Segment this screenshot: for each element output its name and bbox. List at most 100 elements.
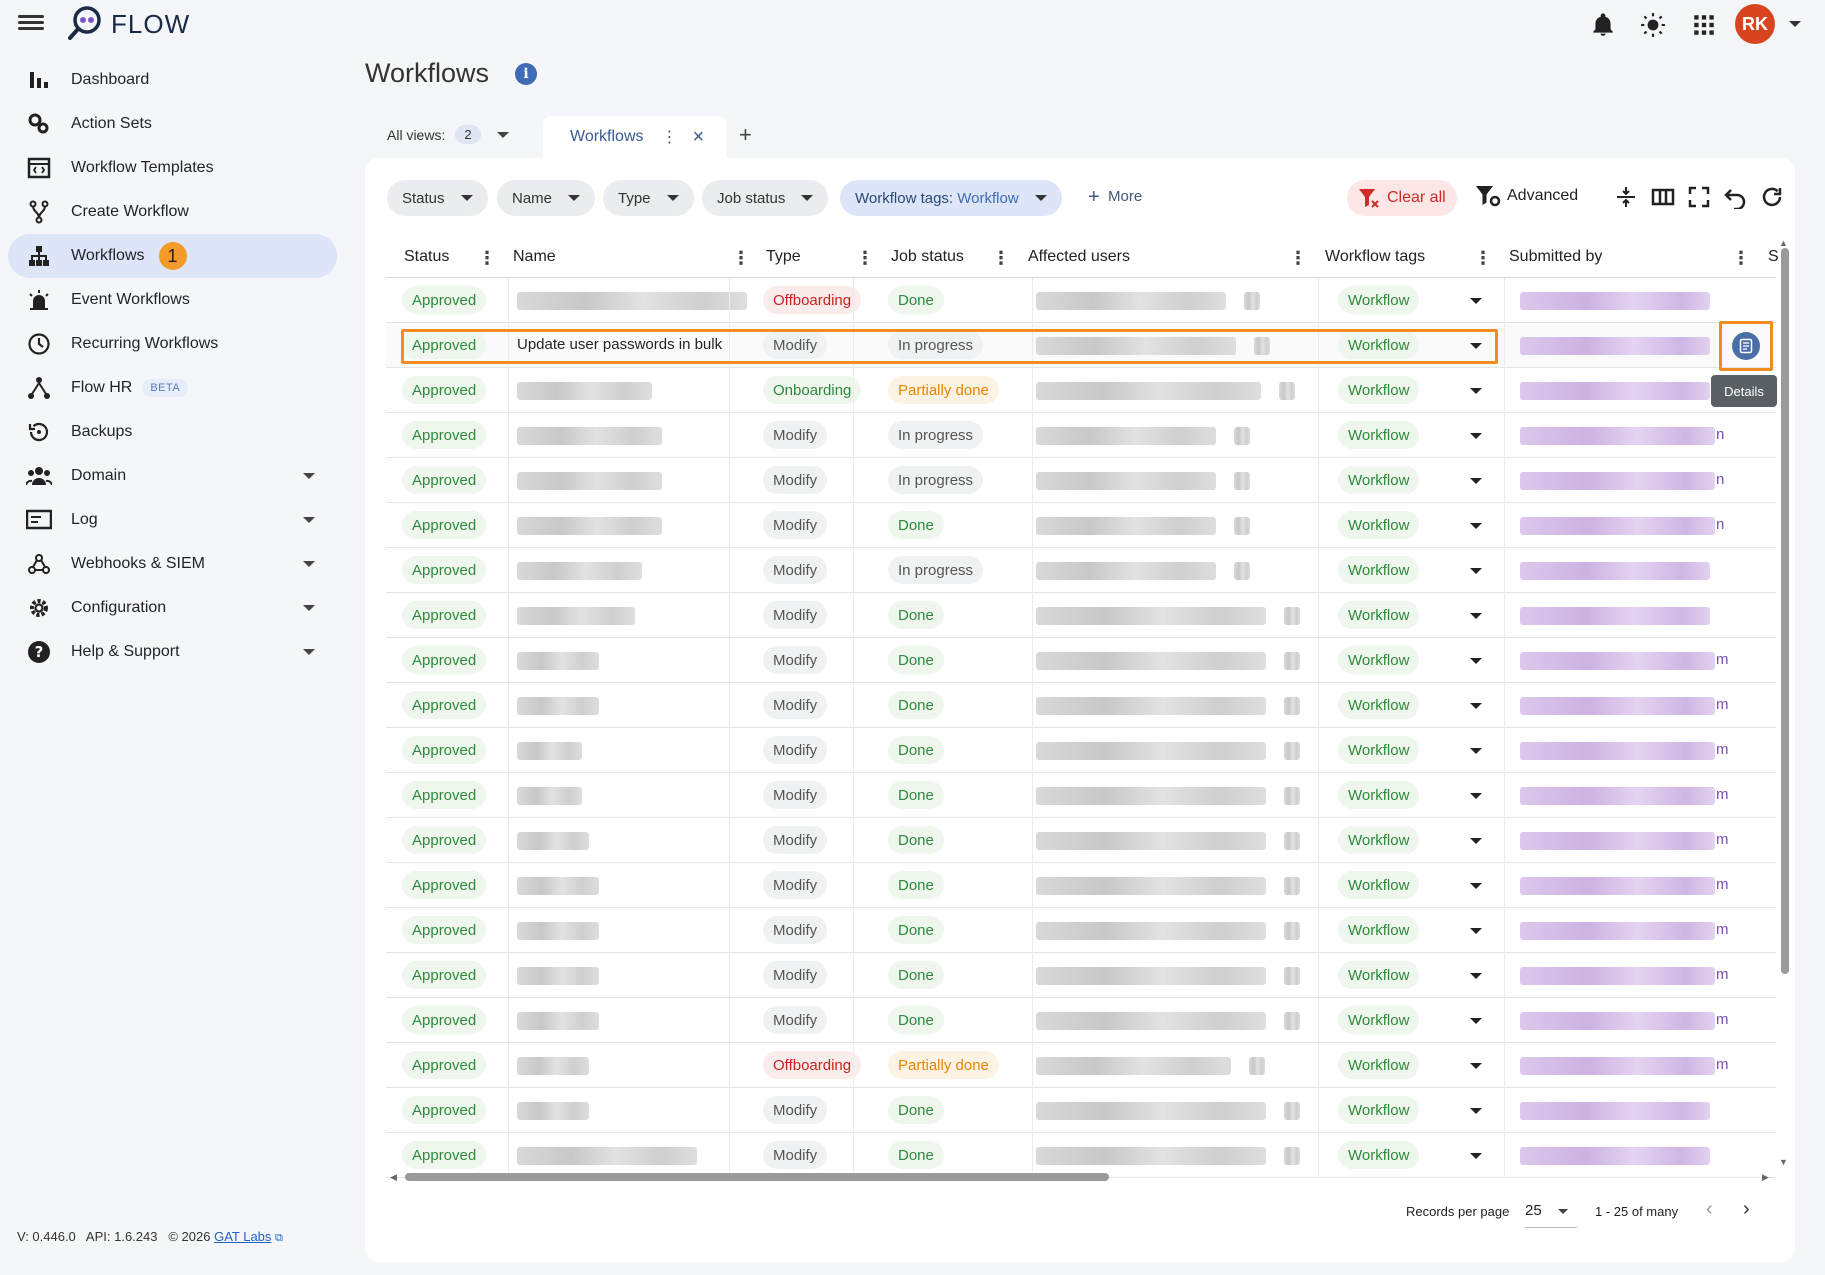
refresh-icon[interactable] [1760, 185, 1784, 209]
brightness-icon[interactable] [1640, 12, 1666, 38]
records-per-page-select[interactable]: 25 [1525, 1202, 1577, 1228]
filter-name[interactable]: Name [497, 180, 596, 216]
tag-dropdown-chevron-down-icon[interactable] [1470, 343, 1482, 349]
tag-dropdown-chevron-down-icon[interactable] [1470, 1153, 1482, 1159]
table-row[interactable]: Approved Offboarding Done Workflow [386, 278, 1776, 323]
next-page-icon[interactable]: › [1743, 1198, 1750, 1220]
menu-icon[interactable] [18, 12, 44, 34]
chevron-down-icon[interactable] [303, 649, 315, 655]
scroll-down-icon[interactable]: ▼ [1779, 1157, 1788, 1167]
tag-dropdown-chevron-down-icon[interactable] [1470, 523, 1482, 529]
bell-icon[interactable] [1590, 12, 1616, 38]
gat-labs-link[interactable]: GAT Labs [214, 1229, 272, 1244]
columns-icon[interactable] [1651, 185, 1675, 209]
sidebar-item-help-support[interactable]: ? Help & Support [8, 630, 337, 674]
column-menu-icon[interactable]: ⋮ [732, 248, 750, 268]
column-menu-icon[interactable]: ⋮ [478, 248, 496, 268]
tag-dropdown-chevron-down-icon[interactable] [1470, 613, 1482, 619]
sidebar-item-flow-hr[interactable]: Flow HR BETA [8, 366, 337, 410]
account-chevron-down-icon[interactable] [1789, 21, 1801, 27]
column-workflow-tags[interactable]: Workflow tags [1325, 248, 1426, 265]
apps-grid-icon[interactable] [1691, 12, 1717, 38]
tag-dropdown-chevron-down-icon[interactable] [1470, 928, 1482, 934]
filter-workflow-tags[interactable]: Workflow tags: Workflow [840, 180, 1062, 216]
tag-dropdown-chevron-down-icon[interactable] [1470, 883, 1482, 889]
table-row[interactable]: Approved Modify Done Workflow m [386, 728, 1776, 773]
sidebar-item-domain[interactable]: Domain [8, 454, 337, 498]
sidebar-item-action-sets[interactable]: Action Sets [8, 102, 337, 146]
column-submitted-by[interactable]: Submitted by [1509, 248, 1603, 265]
table-row[interactable]: Approved Modify In progress Workflow n [386, 413, 1776, 458]
table-row[interactable]: Approved Modify Done Workflow [386, 1088, 1776, 1133]
tag-dropdown-chevron-down-icon[interactable] [1470, 973, 1482, 979]
details-button[interactable] [1732, 332, 1760, 360]
chevron-down-icon[interactable] [303, 561, 315, 567]
sidebar-item-backups[interactable]: Backups [8, 410, 337, 454]
views-chevron-down-icon[interactable] [496, 131, 509, 138]
tag-dropdown-chevron-down-icon[interactable] [1470, 838, 1482, 844]
table-row[interactable]: Approved Modify Done Workflow m [386, 998, 1776, 1043]
chevron-down-icon[interactable] [303, 605, 315, 611]
table-row[interactable]: Approved Modify Done Workflow [386, 593, 1776, 638]
tag-dropdown-chevron-down-icon[interactable] [1470, 388, 1482, 394]
column-status[interactable]: Status [404, 248, 450, 265]
sidebar-item-webhooks-siem[interactable]: Webhooks & SIEM [8, 542, 337, 586]
table-row[interactable]: Approved Modify Done Workflow m [386, 863, 1776, 908]
sidebar-item-log[interactable]: Log [8, 498, 337, 542]
sidebar-item-recurring-workflows[interactable]: Recurring Workflows [8, 322, 337, 366]
chevron-down-icon[interactable] [303, 473, 315, 479]
table-row[interactable]: Approved Modify Done Workflow n [386, 503, 1776, 548]
prev-page-icon[interactable]: ‹ [1706, 1198, 1713, 1220]
table-row[interactable]: Approved Offboarding Partially done Workflo… [386, 1043, 1776, 1088]
external-link-icon[interactable]: ⧉ [275, 1232, 283, 1244]
tag-dropdown-chevron-down-icon[interactable] [1470, 703, 1482, 709]
sidebar-item-event-workflows[interactable]: Event Workflows [8, 278, 337, 322]
info-icon[interactable]: i [515, 63, 537, 85]
column-menu-icon[interactable]: ⋮ [856, 248, 874, 268]
column-type[interactable]: Type [766, 248, 801, 265]
table-row[interactable]: Approved Modify In progress Workflow n [386, 458, 1776, 503]
sidebar-item-dashboard[interactable]: Dashboard [8, 58, 337, 102]
scroll-right-icon[interactable]: ▶ [1762, 1172, 1769, 1182]
filter-status[interactable]: Status [387, 180, 488, 216]
table-row[interactable]: Approved Modify Done Workflow m [386, 683, 1776, 728]
column-name[interactable]: Name [513, 248, 556, 265]
table-row[interactable]: Approved Modify Done Workflow m [386, 638, 1776, 683]
more-filters-button[interactable]: + More [1088, 186, 1142, 209]
sidebar-item-workflow-templates[interactable]: Workflow Templates [8, 146, 337, 190]
tag-dropdown-chevron-down-icon[interactable] [1470, 298, 1482, 304]
density-icon[interactable] [1614, 185, 1638, 209]
sidebar-item-configuration[interactable]: Configuration [8, 586, 337, 630]
tag-dropdown-chevron-down-icon[interactable] [1470, 793, 1482, 799]
sidebar-item-workflows[interactable]: Workflows 1 [8, 234, 337, 278]
advanced-filter-button[interactable]: Advanced [1475, 184, 1578, 208]
table-row[interactable]: Approved Modify Done Workflow m [386, 908, 1776, 953]
tag-dropdown-chevron-down-icon[interactable] [1470, 1063, 1482, 1069]
column-affected-users[interactable]: Affected users [1028, 248, 1130, 265]
tag-dropdown-chevron-down-icon[interactable] [1470, 433, 1482, 439]
tag-dropdown-chevron-down-icon[interactable] [1470, 568, 1482, 574]
table-row[interactable]: Approved Modify Done Workflow [386, 1133, 1776, 1178]
table-row[interactable]: Approved Modify Done Workflow m [386, 818, 1776, 863]
column-menu-icon[interactable]: ⋮ [1289, 248, 1307, 268]
undo-icon[interactable] [1723, 185, 1747, 209]
table-row[interactable]: Approved Modify Done Workflow m [386, 773, 1776, 818]
tab-close-icon[interactable]: × [692, 125, 705, 148]
scroll-left-icon[interactable]: ◀ [390, 1172, 397, 1182]
column-menu-icon[interactable]: ⋮ [1474, 248, 1492, 268]
tag-dropdown-chevron-down-icon[interactable] [1470, 1108, 1482, 1114]
tag-dropdown-chevron-down-icon[interactable] [1470, 748, 1482, 754]
horizontal-scrollbar[interactable] [405, 1173, 1109, 1181]
column-job-status[interactable]: Job status [891, 248, 964, 265]
clear-all-button[interactable]: Clear all [1347, 180, 1457, 216]
scroll-up-icon[interactable]: ▲ [1779, 238, 1788, 248]
add-view-icon[interactable]: + [739, 122, 752, 147]
chevron-down-icon[interactable] [303, 517, 315, 523]
table-row[interactable]: Approved Modify Done Workflow m [386, 953, 1776, 998]
vertical-scrollbar[interactable] [1781, 248, 1789, 974]
column-menu-icon[interactable]: ⋮ [992, 248, 1010, 268]
avatar[interactable]: RK [1735, 4, 1775, 44]
column-s[interactable]: S [1768, 248, 1779, 265]
tag-dropdown-chevron-down-icon[interactable] [1470, 478, 1482, 484]
column-menu-icon[interactable]: ⋮ [1732, 248, 1750, 268]
